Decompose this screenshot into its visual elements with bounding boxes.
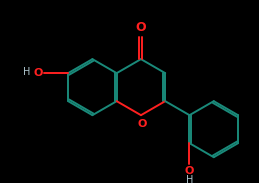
Text: H: H [186,175,193,183]
Text: O: O [33,68,43,78]
Text: H: H [23,67,30,76]
Text: O: O [185,166,194,176]
Text: O: O [136,20,146,33]
Text: O: O [138,119,147,129]
